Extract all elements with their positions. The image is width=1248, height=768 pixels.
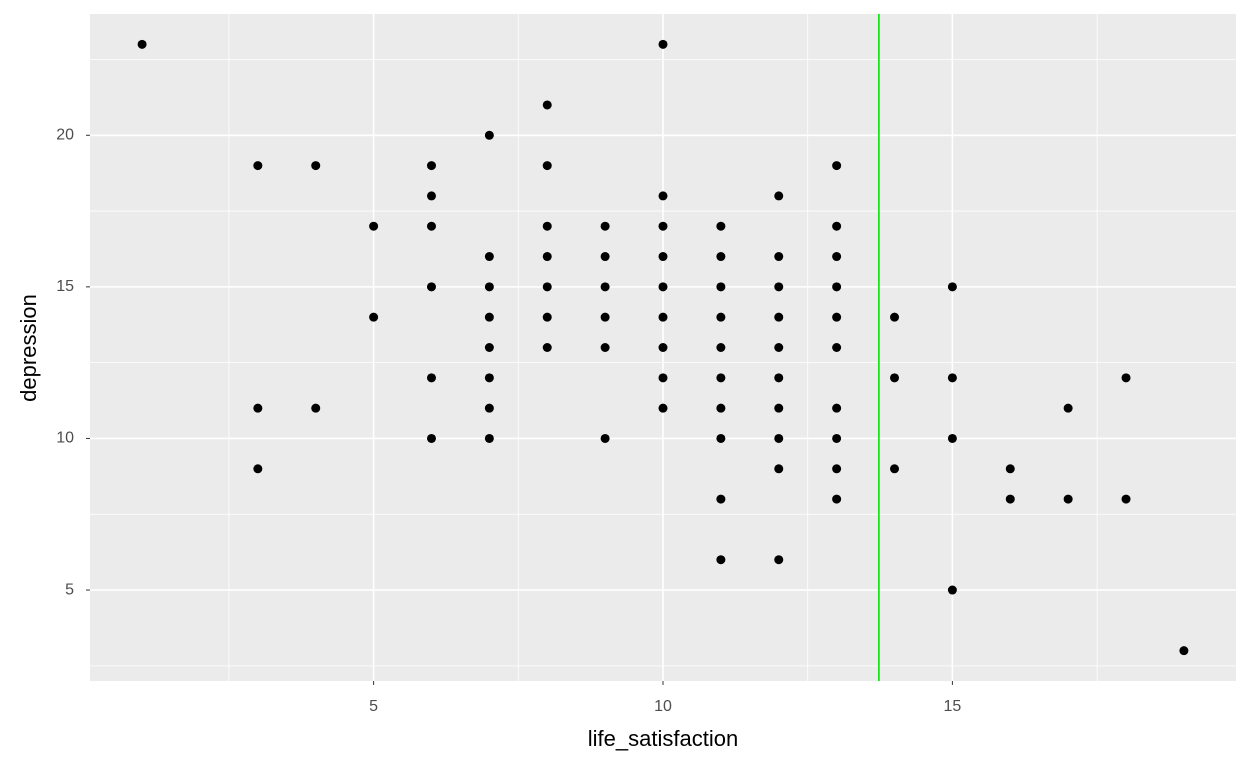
point — [658, 191, 668, 201]
point — [832, 312, 842, 322]
point — [832, 433, 842, 443]
point — [484, 373, 494, 383]
point — [137, 39, 147, 49]
point — [426, 373, 436, 383]
point — [716, 282, 726, 292]
point — [484, 282, 494, 292]
point — [890, 312, 900, 322]
point — [484, 252, 494, 262]
x-tick-label: 15 — [943, 698, 961, 715]
point — [658, 39, 668, 49]
point — [369, 312, 379, 322]
point — [600, 252, 610, 262]
point — [658, 343, 668, 352]
point — [311, 161, 321, 171]
point — [311, 403, 321, 413]
point — [716, 403, 726, 413]
point — [542, 312, 552, 322]
point — [600, 312, 610, 322]
point — [832, 252, 842, 262]
point — [658, 282, 668, 292]
point — [253, 464, 263, 474]
point — [600, 343, 610, 352]
point — [947, 373, 957, 383]
y-tick-label: 10 — [56, 430, 74, 447]
point — [369, 221, 379, 231]
point — [716, 373, 726, 383]
y-tick-label: 5 — [65, 581, 74, 598]
point — [774, 403, 784, 413]
point — [426, 191, 436, 201]
point — [426, 161, 436, 171]
point — [542, 282, 552, 292]
point — [1121, 494, 1131, 504]
point — [716, 252, 726, 262]
point — [658, 252, 668, 262]
point — [716, 312, 726, 322]
point — [658, 373, 668, 383]
point — [890, 464, 900, 474]
point — [542, 252, 552, 262]
point — [774, 312, 784, 322]
point — [1179, 646, 1189, 656]
point — [484, 312, 494, 322]
point — [832, 221, 842, 231]
y-axis-title: depression — [16, 294, 41, 402]
point — [1063, 403, 1073, 413]
point — [484, 403, 494, 413]
point — [426, 282, 436, 292]
point — [890, 373, 900, 383]
point — [542, 343, 552, 352]
point — [774, 343, 784, 352]
point — [1063, 494, 1073, 504]
point — [832, 161, 842, 171]
point — [426, 221, 436, 231]
point — [947, 585, 957, 595]
point — [484, 433, 494, 443]
point — [658, 403, 668, 413]
point — [253, 161, 263, 171]
point — [774, 191, 784, 201]
point — [600, 221, 610, 231]
point — [542, 221, 552, 231]
point — [716, 555, 726, 565]
y-tick-label: 20 — [56, 126, 74, 143]
point — [832, 494, 842, 504]
point — [484, 130, 494, 140]
point — [542, 161, 552, 171]
point — [832, 464, 842, 474]
point — [947, 433, 957, 443]
x-axis-title: life_satisfaction — [588, 726, 738, 751]
point — [774, 433, 784, 443]
point — [716, 221, 726, 231]
point — [774, 373, 784, 383]
point — [832, 403, 842, 413]
point — [484, 343, 494, 352]
point — [716, 433, 726, 443]
x-tick-label: 5 — [369, 698, 378, 715]
point — [1005, 464, 1015, 474]
point — [832, 282, 842, 292]
point — [774, 252, 784, 262]
point — [774, 464, 784, 474]
x-tick-label: 10 — [654, 698, 672, 715]
point — [542, 100, 552, 110]
point — [716, 343, 726, 352]
point — [716, 494, 726, 504]
point — [947, 282, 957, 292]
point — [774, 555, 784, 565]
point — [832, 343, 842, 352]
point — [600, 282, 610, 292]
point — [774, 282, 784, 292]
point — [658, 312, 668, 322]
point — [600, 433, 610, 443]
point — [426, 433, 436, 443]
point — [658, 221, 668, 231]
point — [1005, 494, 1015, 504]
point — [253, 403, 263, 413]
point — [1121, 373, 1131, 383]
y-tick-label: 15 — [56, 278, 74, 295]
